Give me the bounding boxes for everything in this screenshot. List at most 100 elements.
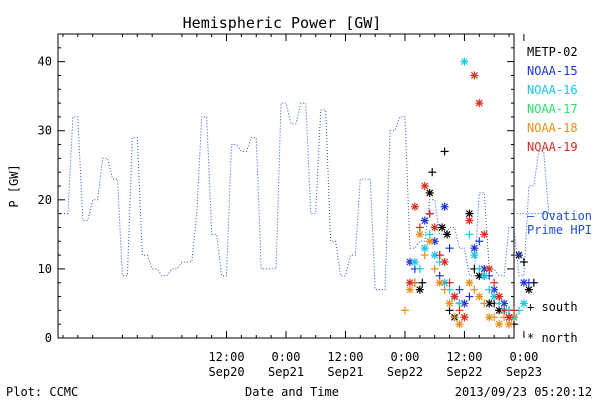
scatter-point-noaa-19 bbox=[405, 278, 414, 287]
point-stroke bbox=[470, 251, 478, 259]
point-stroke bbox=[431, 224, 439, 231]
point-stroke bbox=[441, 258, 449, 266]
scatter-point-noaa-18 bbox=[400, 306, 409, 315]
point-stroke bbox=[485, 265, 493, 273]
scatter-point-metp-02 bbox=[524, 285, 533, 294]
scatter-point-noaa-19 bbox=[415, 223, 424, 232]
point-stroke bbox=[406, 258, 414, 266]
y-tick-label: 20 bbox=[38, 193, 52, 207]
point-stroke bbox=[500, 300, 508, 307]
scatter-point-noaa-16 bbox=[460, 57, 469, 66]
point-stroke bbox=[505, 313, 513, 321]
scatter-point-noaa-18 bbox=[480, 299, 489, 308]
x-tick-time-label: 0:00 bbox=[391, 350, 420, 364]
scatter-point-noaa-19 bbox=[445, 278, 454, 287]
point-stroke bbox=[406, 279, 414, 287]
point-stroke bbox=[416, 286, 424, 294]
legend-entry: NOAA-17 bbox=[527, 102, 578, 116]
ovation-label-line2: Prime HPI bbox=[527, 223, 592, 237]
scatter-point-noaa-19 bbox=[440, 258, 449, 266]
scatter-point-noaa-18 bbox=[420, 251, 429, 260]
scatter-point-noaa-15 bbox=[435, 271, 444, 280]
scatter-point-metp-02 bbox=[495, 306, 504, 315]
legend-entry: NOAA-16 bbox=[527, 83, 578, 97]
y-tick-label: 30 bbox=[38, 124, 52, 138]
point-stroke bbox=[525, 286, 533, 294]
point-stroke bbox=[520, 300, 528, 307]
scatter-point-noaa-15 bbox=[455, 285, 464, 294]
y-tick-labels: 0 10 20 30 40 bbox=[38, 55, 52, 345]
point-stroke bbox=[490, 293, 498, 300]
point-stroke bbox=[436, 279, 444, 287]
point-stroke bbox=[461, 300, 468, 307]
ovation-prime-hpi-line bbox=[58, 102, 554, 291]
point-stroke bbox=[426, 237, 434, 245]
scatter-point-noaa-18 bbox=[430, 264, 439, 273]
point-stroke bbox=[475, 99, 483, 107]
point-stroke bbox=[520, 279, 528, 287]
point-stroke bbox=[421, 244, 429, 252]
point-stroke bbox=[461, 58, 468, 66]
scatter-point-noaa-15 bbox=[470, 244, 479, 253]
y-tick-label: 10 bbox=[38, 262, 52, 276]
x-tick-labels: 12:00Sep200:00Sep2112:00Sep210:00Sep2212… bbox=[208, 350, 542, 379]
point-stroke bbox=[495, 306, 503, 314]
x-tick-date-label: Sep21 bbox=[268, 365, 304, 379]
x-tick-time-label: 12:00 bbox=[327, 350, 363, 364]
x-axis-label: Date and Time bbox=[245, 385, 339, 399]
scatter-point-noaa-16 bbox=[470, 251, 479, 260]
scatter-point-noaa-15 bbox=[445, 244, 454, 253]
x-tick-date-label: Sep22 bbox=[387, 365, 423, 379]
scatter-point-noaa-16 bbox=[495, 299, 504, 308]
point-stroke bbox=[421, 182, 429, 190]
legend-entry: NOAA-19 bbox=[527, 140, 578, 154]
scatter-point-noaa-16 bbox=[465, 230, 474, 239]
point-stroke bbox=[441, 279, 449, 287]
axes-ticks bbox=[58, 34, 525, 339]
point-stroke bbox=[456, 320, 463, 328]
scatter-point-noaa-18 bbox=[495, 320, 504, 329]
y-axis-label: P [GW] bbox=[7, 164, 21, 207]
legend: METP-02 NOAA-15 NOAA-16 NOAA-17 NOAA-18 NOAA-… bbox=[527, 45, 578, 154]
scatter-point-noaa-19 bbox=[430, 223, 439, 232]
scatter-point-noaa-15 bbox=[475, 237, 484, 246]
scatter-point-noaa-18 bbox=[465, 278, 474, 287]
point-stroke bbox=[431, 237, 439, 245]
point-stroke bbox=[443, 230, 451, 238]
scatter-point-noaa-19 bbox=[480, 230, 489, 239]
scatter-point-noaa-18 bbox=[435, 278, 444, 287]
x-tick-time-label: 12:00 bbox=[208, 350, 244, 364]
scatter-point-noaa-16 bbox=[415, 264, 424, 273]
point-stroke bbox=[495, 320, 503, 328]
point-stroke bbox=[470, 244, 478, 252]
point-stroke bbox=[411, 258, 419, 266]
scatter-point-noaa-18 bbox=[470, 285, 479, 294]
point-stroke bbox=[438, 224, 446, 231]
scatter-point-noaa-19 bbox=[455, 306, 464, 315]
scatter-point-noaa-16 bbox=[475, 264, 484, 273]
point-stroke bbox=[470, 72, 478, 79]
scatter-point-metp-02 bbox=[425, 188, 434, 197]
point-stroke bbox=[461, 313, 468, 321]
satellite-scatter-points bbox=[400, 57, 538, 329]
scatter-point-noaa-19 bbox=[450, 292, 459, 301]
point-stroke bbox=[505, 320, 513, 328]
scatter-point-noaa-16 bbox=[519, 299, 528, 308]
scatter-point-noaa-18 bbox=[405, 285, 414, 294]
point-stroke bbox=[465, 217, 473, 224]
scatter-point-noaa-16 bbox=[410, 258, 419, 266]
x-tick-time-label: 0:00 bbox=[509, 350, 538, 364]
plot-frame bbox=[57, 33, 515, 339]
scatter-point-noaa-18 bbox=[445, 299, 454, 308]
point-stroke bbox=[485, 313, 493, 321]
scatter-point-noaa-19 bbox=[410, 202, 419, 211]
scatter-point-noaa-18 bbox=[505, 320, 514, 329]
symbol-legend-entry: * north bbox=[527, 331, 578, 345]
x-tick-time-label: 12:00 bbox=[446, 350, 482, 364]
x-tick-time-label: 0:00 bbox=[272, 350, 301, 364]
point-stroke bbox=[465, 279, 473, 287]
y-tick-label: 40 bbox=[38, 55, 52, 69]
scatter-point-metp-02 bbox=[465, 209, 474, 218]
scatter-point-metp-02 bbox=[438, 223, 447, 232]
scatter-point-noaa-19 bbox=[470, 71, 479, 80]
